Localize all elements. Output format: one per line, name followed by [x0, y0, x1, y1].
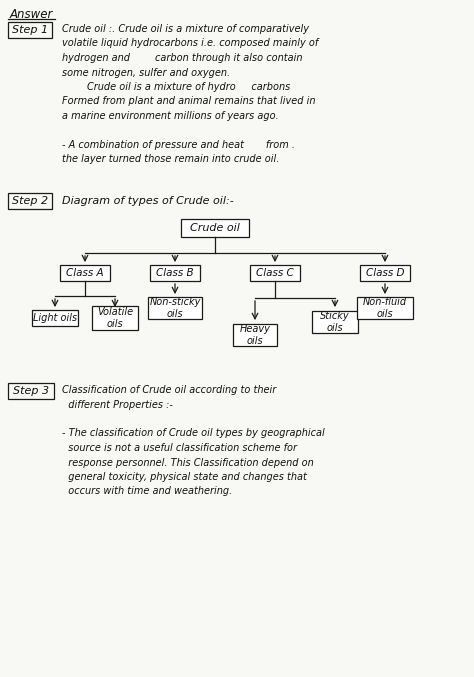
FancyBboxPatch shape — [233, 324, 277, 346]
Text: Light oils: Light oils — [33, 313, 77, 323]
FancyBboxPatch shape — [60, 265, 110, 281]
Text: Class D: Class D — [366, 268, 404, 278]
FancyBboxPatch shape — [92, 306, 138, 330]
Text: Class C: Class C — [256, 268, 294, 278]
Text: Sticky
oils: Sticky oils — [320, 311, 350, 333]
Text: hydrogen and        carbon through it also contain: hydrogen and carbon through it also cont… — [62, 53, 302, 63]
Text: Answer: Answer — [10, 8, 54, 21]
Text: Step 3: Step 3 — [13, 386, 49, 396]
Text: Crude oil: Crude oil — [190, 223, 240, 233]
Text: occurs with time and weathering.: occurs with time and weathering. — [62, 487, 232, 496]
FancyBboxPatch shape — [148, 297, 202, 319]
Text: Non-sticky
oils: Non-sticky oils — [149, 297, 201, 319]
FancyBboxPatch shape — [8, 383, 54, 399]
FancyBboxPatch shape — [181, 219, 249, 237]
Text: - A combination of pressure and heat       from .: - A combination of pressure and heat fro… — [62, 140, 295, 150]
FancyBboxPatch shape — [312, 311, 358, 333]
FancyBboxPatch shape — [250, 265, 300, 281]
FancyBboxPatch shape — [360, 265, 410, 281]
Text: different Properties :-: different Properties :- — [62, 399, 173, 410]
Text: Step 2: Step 2 — [12, 196, 48, 206]
Text: Step 1: Step 1 — [12, 25, 48, 35]
Text: some nitrogen, sulfer and oxygen.: some nitrogen, sulfer and oxygen. — [62, 68, 230, 77]
Text: source is not a useful classification scheme for: source is not a useful classification sc… — [62, 443, 297, 453]
Text: Crude oil is a mixture of hydro     carbons: Crude oil is a mixture of hydro carbons — [62, 82, 290, 92]
Text: Heavy
oils: Heavy oils — [239, 324, 271, 346]
Text: a marine environment millions of years ago.: a marine environment millions of years a… — [62, 111, 279, 121]
Text: the layer turned those remain into crude oil.: the layer turned those remain into crude… — [62, 154, 279, 165]
Text: Diagram of types of Crude oil:-: Diagram of types of Crude oil:- — [62, 196, 234, 206]
Text: - The classification of Crude oil types by geographical: - The classification of Crude oil types … — [62, 429, 325, 439]
Text: Classification of Crude oil according to their: Classification of Crude oil according to… — [62, 385, 276, 395]
FancyBboxPatch shape — [357, 297, 413, 319]
FancyBboxPatch shape — [8, 193, 52, 209]
Text: Non-fluid
oils: Non-fluid oils — [363, 297, 407, 319]
FancyBboxPatch shape — [32, 310, 78, 326]
Text: response personnel. This Classification depend on: response personnel. This Classification … — [62, 458, 314, 468]
Text: Volatile
oils: Volatile oils — [97, 307, 133, 329]
Text: volatile liquid hydrocarbons i.e. composed mainly of: volatile liquid hydrocarbons i.e. compos… — [62, 39, 318, 49]
Text: Class B: Class B — [156, 268, 194, 278]
Text: Class A: Class A — [66, 268, 104, 278]
FancyBboxPatch shape — [8, 22, 52, 38]
Text: general toxicity, physical state and changes that: general toxicity, physical state and cha… — [62, 472, 307, 482]
Text: Formed from plant and animal remains that lived in: Formed from plant and animal remains tha… — [62, 97, 316, 106]
Text: Crude oil :. Crude oil is a mixture of comparatively: Crude oil :. Crude oil is a mixture of c… — [62, 24, 309, 34]
FancyBboxPatch shape — [150, 265, 200, 281]
